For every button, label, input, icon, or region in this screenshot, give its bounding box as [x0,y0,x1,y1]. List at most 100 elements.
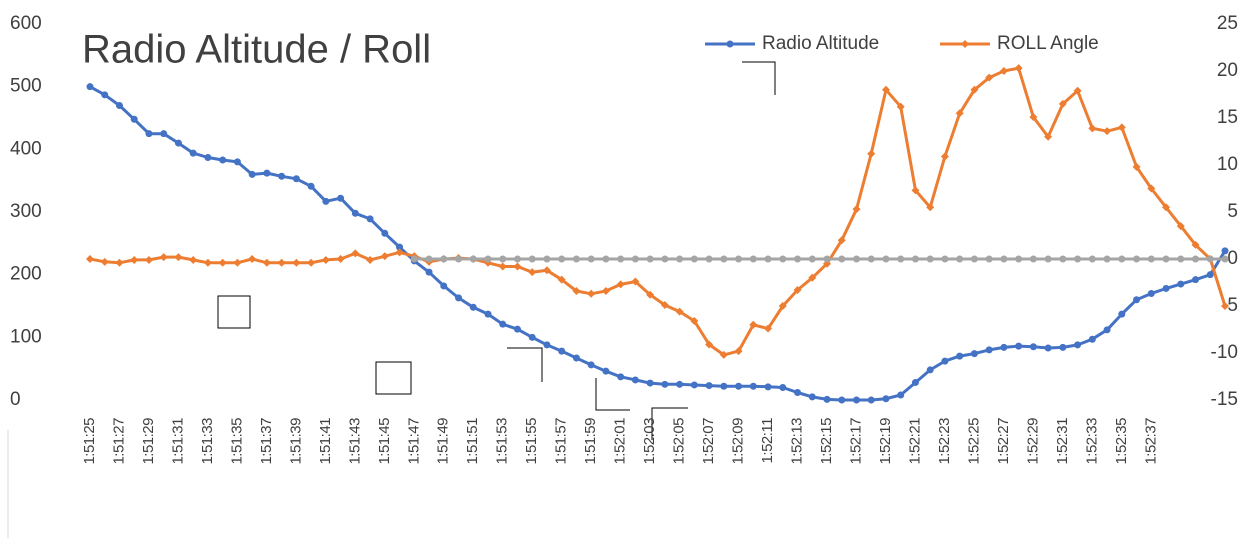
point [897,391,905,399]
point [956,255,964,263]
point [1103,255,1111,263]
y2-tick-label: 0 [1227,248,1238,269]
x-tick-label: 1:52:29 [1024,418,1041,465]
x-tick-label: 1:51:53 [494,418,511,465]
point [778,302,787,310]
point [926,203,935,212]
y-tick-label: 600 [10,13,42,34]
point [469,303,477,311]
point [631,277,640,286]
point [617,255,625,263]
point [719,350,728,359]
point [145,130,153,138]
point [484,255,492,263]
point [307,258,316,267]
x-tick-label: 1:52:27 [995,418,1012,465]
point [956,352,964,360]
point [351,249,360,258]
point [174,139,182,147]
point [646,290,655,299]
point [248,170,256,178]
point [970,255,978,263]
point [1117,123,1126,132]
point [867,149,876,158]
x-tick-label: 1:51:25 [81,418,98,465]
x-tick-label: 1:52:37 [1142,418,1159,465]
point [455,255,463,263]
point [676,255,684,263]
point [1221,247,1229,255]
point [366,215,374,223]
point [852,396,860,404]
point [601,286,610,295]
point [867,255,875,263]
point [675,307,684,316]
x-tick-label: 1:52:07 [700,418,717,465]
y2-tick-label: 15 [1217,107,1238,128]
point [749,320,758,329]
series [86,64,1229,359]
x-tick-label: 1:52:09 [730,418,747,465]
point [852,205,861,214]
point [808,255,816,263]
point [1059,343,1067,351]
x-tick-label: 1:51:57 [553,418,570,465]
point [262,258,271,267]
point [705,255,713,263]
point [528,333,536,341]
point [940,152,949,161]
point [101,91,109,99]
series-line [89,66,1227,357]
point [926,255,934,263]
y-tick-label: 500 [10,76,42,97]
point [587,361,595,369]
x-tick-label: 1:52:35 [1113,418,1130,465]
point [1132,162,1141,171]
point [823,395,831,403]
point [425,255,433,263]
series-line [89,85,1227,402]
point [646,379,654,387]
point [130,255,139,264]
point [720,255,728,263]
point [970,85,979,94]
point [749,382,757,390]
point [838,396,846,404]
point [1044,132,1053,141]
series [86,83,1229,404]
point [292,258,301,267]
point [705,382,713,390]
point [1118,310,1126,318]
point [941,255,949,263]
point [115,101,123,109]
point [985,73,994,82]
point [218,258,227,267]
y-tick-label: 400 [10,138,42,159]
x-tick-label: 1:51:27 [110,418,127,465]
point [602,255,610,263]
point [631,376,639,384]
point [1015,255,1023,263]
point [1073,86,1082,95]
point [808,393,816,401]
x-tick-label: 1:52:13 [789,418,806,465]
point [881,85,890,94]
point [543,341,551,349]
series [410,255,1229,263]
point [961,40,969,48]
point [1074,255,1082,263]
point [1015,342,1023,350]
point [469,255,477,263]
x-tick-label: 1:52:17 [847,418,864,465]
point [1162,255,1170,263]
point [1044,344,1052,352]
point [233,158,241,166]
point [233,258,242,267]
point [764,255,772,263]
point [602,367,610,375]
point [911,378,919,386]
x-tick-label: 1:52:19 [877,418,894,465]
chart-title: Radio Altitude / Roll [82,28,431,72]
